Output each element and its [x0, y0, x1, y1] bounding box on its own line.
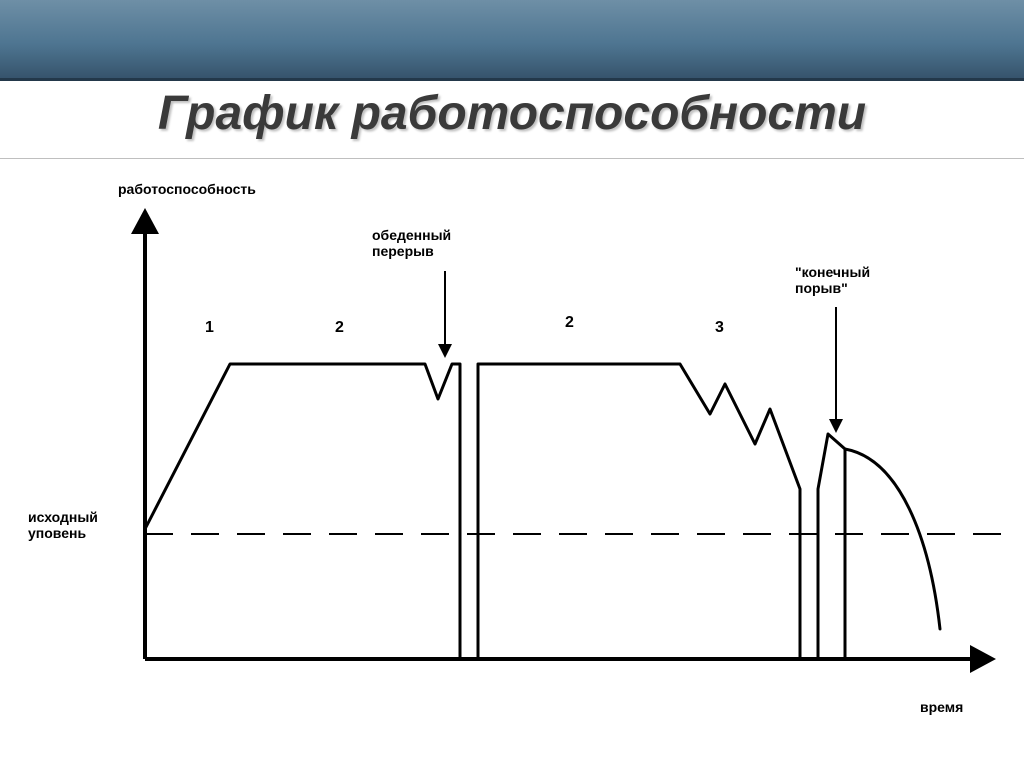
lunch-break-label: обеденный перерыв — [372, 227, 451, 259]
chart-svg — [0, 159, 1024, 768]
phase-3-label: 3 — [715, 319, 724, 337]
y-axis-label: работоспособность — [118, 181, 256, 197]
final-burst-label: "конечный порыв" — [795, 264, 870, 296]
x-axis-label: время — [920, 699, 963, 715]
baseline-label: исходный уповень — [28, 509, 98, 541]
performance-curve — [145, 364, 940, 659]
phase-2a-label: 2 — [335, 319, 344, 337]
phase-1-label: 1 — [205, 319, 214, 337]
phase-2b-label: 2 — [565, 314, 574, 332]
annotation-arrows — [438, 271, 843, 433]
chart-area: работоспособность время исходный уповень… — [0, 158, 1024, 768]
slide-title: График работоспособности — [0, 86, 1024, 141]
page-root: График работоспособности работоспособнос… — [0, 0, 1024, 768]
